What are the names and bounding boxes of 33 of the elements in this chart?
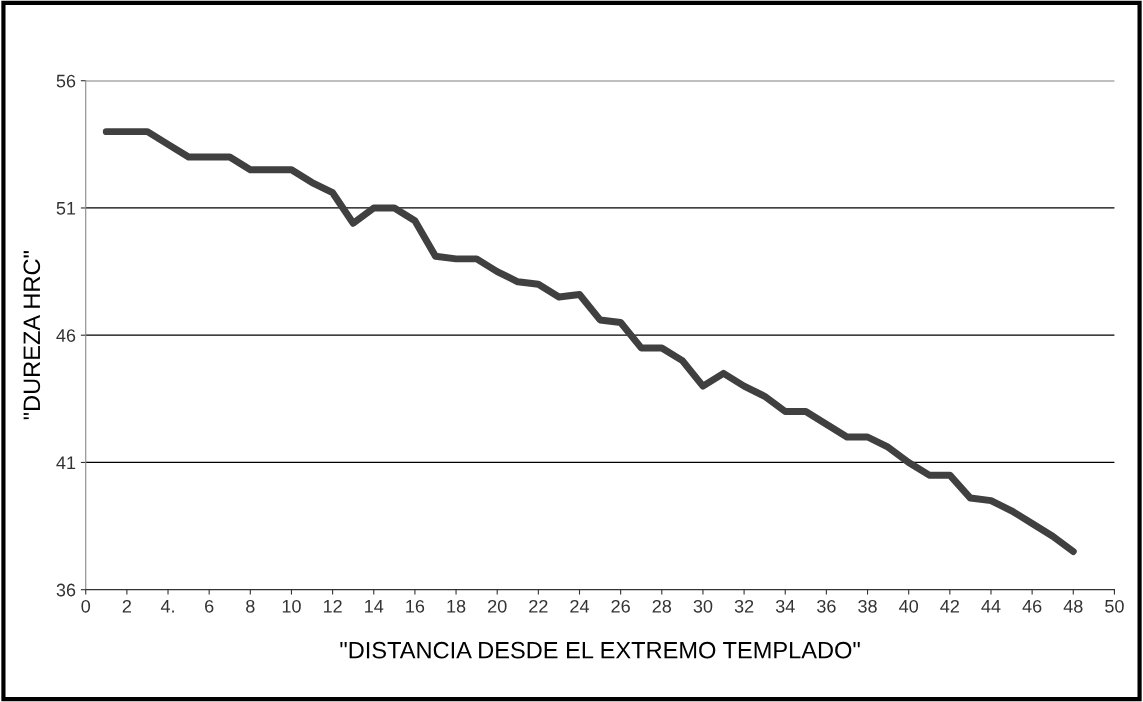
x-tick-label: 28 [652,599,672,613]
x-tick-label: 18 [447,599,466,613]
x-tick-label: 38 [858,599,877,613]
x-tick-label: 4. [160,600,174,613]
x-tick-label: 8 [246,599,255,613]
x-tick-label: 46 [1022,599,1042,613]
x-axis-title: "DISTANCIA DESDE EL EXTREMO TEMPLADO" [340,641,860,659]
x-tick-label: 20 [488,599,507,613]
x-tick-label: 2 [122,599,131,613]
x-tick-label: 24 [570,599,590,613]
x-tick-label: 50 [1105,599,1124,613]
y-tick-label: 36 [56,583,76,597]
x-tick-label: 48 [1063,599,1083,613]
x-tick-label: 26 [611,599,630,613]
x-tick-label: 10 [282,599,301,613]
y-tick-label: 51 [56,202,76,215]
y-tick-label: 56 [56,74,76,88]
x-tick-label: 14 [365,600,384,613]
x-tick-label: 0 [81,599,91,613]
y-axis-title: "DUREZA HRC" [23,251,41,420]
x-tick-label: 34 [775,599,795,613]
y-tick-label: 41 [56,456,76,469]
x-tick-label: 44 [981,600,1001,613]
x-tick-label: 6 [205,599,214,613]
x-tick-label: 12 [323,599,342,613]
x-tick-label: 22 [529,599,548,613]
x-tick-label: 30 [693,599,713,613]
y-tick-label: 46 [56,329,76,342]
x-tick-label: 16 [406,599,425,613]
x-tick-label: 32 [734,599,754,613]
x-tick-label: 40 [899,599,919,613]
x-tick-label: 42 [940,599,959,613]
x-tick-label: 36 [817,599,836,613]
